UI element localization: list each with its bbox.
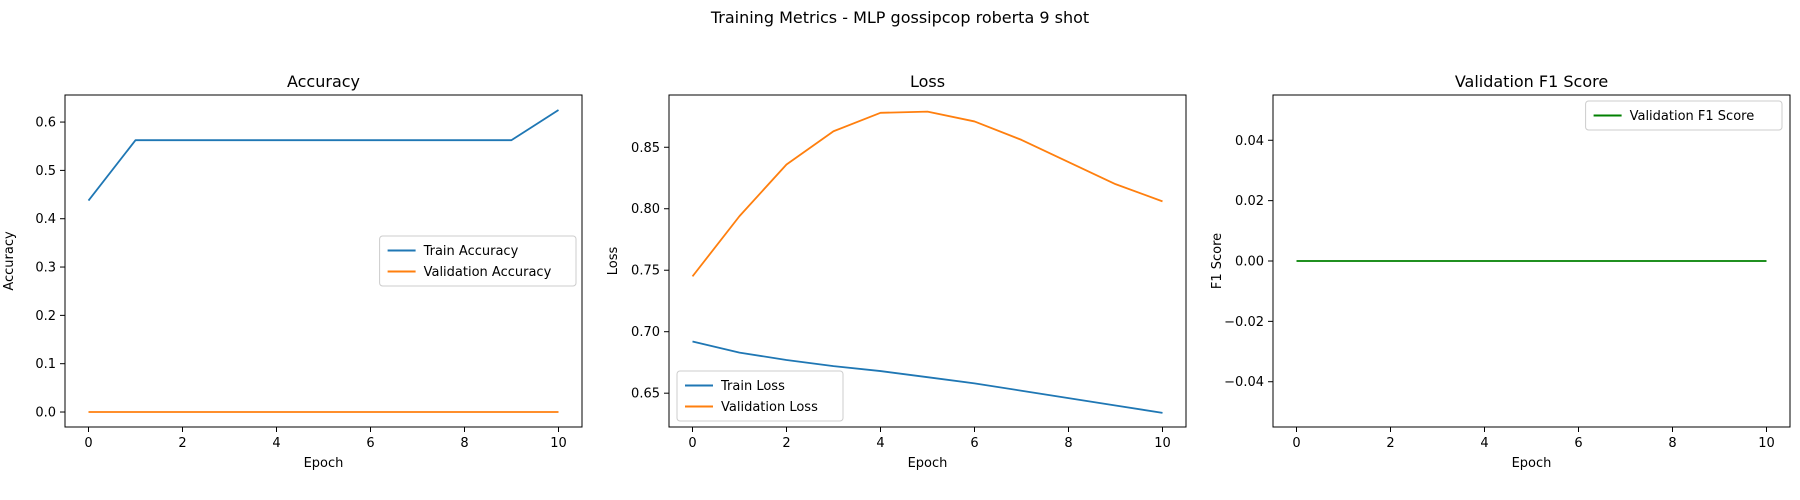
x-tick-label: 4 — [272, 436, 280, 451]
y-tick-label: 0.1 — [35, 357, 56, 372]
chart-title: Validation F1 Score — [1455, 72, 1608, 91]
legend-box — [379, 235, 577, 287]
x-axis-label: Epoch — [304, 456, 344, 471]
x-tick-label: 2 — [1386, 436, 1394, 451]
y-tick-label: 0.85 — [631, 141, 660, 156]
axes-frame — [668, 94, 1187, 428]
x-tick-label: 0 — [688, 436, 696, 451]
legend-label: Train Loss — [720, 379, 785, 394]
axes-frame — [64, 94, 583, 428]
y-axis-label: Accuracy — [2, 231, 17, 291]
x-tick-label: 8 — [460, 436, 468, 451]
legend-label: Validation F1 Score — [1630, 109, 1755, 124]
y-tick-label: 0.4 — [35, 212, 56, 227]
x-tick-label: 10 — [1758, 436, 1775, 451]
y-tick-label: −0.02 — [1224, 315, 1264, 330]
y-tick-label: 0.65 — [631, 387, 660, 402]
x-tick-label: 10 — [1154, 436, 1171, 451]
y-tick-label: 0.75 — [631, 264, 660, 279]
x-tick-label: 6 — [366, 436, 374, 451]
y-tick-label: 0.80 — [631, 202, 660, 217]
chart-title: Accuracy — [287, 72, 360, 91]
x-tick-label: 10 — [550, 436, 567, 451]
legend: Train Accuracy Validation Accuracy — [379, 235, 577, 287]
y-axis-label: Loss — [606, 247, 621, 276]
x-tick-label: 8 — [1668, 436, 1676, 451]
y-tick-label: 0.70 — [631, 325, 660, 340]
y-tick-label: 0.00 — [1235, 255, 1264, 270]
x-axis-label: Epoch — [1512, 456, 1552, 471]
legend-label: Train Accuracy — [423, 244, 519, 259]
chart-1: Loss 0 2 4 6 8 10 0.65 0.70 0.75 0.80 0.85 Epoch Loss… — [606, 72, 1187, 471]
legend: Validation F1 Score — [1585, 100, 1783, 131]
y-tick-label: 0.6 — [35, 116, 56, 131]
chart-title: Loss — [910, 72, 945, 91]
x-tick-label: 2 — [178, 436, 186, 451]
chart-0: Accuracy 0 2 4 6 8 10 0.0 0.1 0.2 0.3 0.4 0.5 0.6 Epoc… — [2, 72, 583, 471]
legend-box — [1585, 100, 1783, 131]
x-tick-label: 8 — [1064, 436, 1072, 451]
legend-label: Validation Accuracy — [424, 265, 552, 280]
x-tick-label: 0 — [84, 436, 92, 451]
series-line-train-loss — [692, 340, 1163, 414]
y-axis-label: F1 Score — [1210, 233, 1225, 289]
y-tick-label: 0.04 — [1235, 134, 1264, 149]
y-tick-label: 0.5 — [35, 164, 56, 179]
x-tick-label: 4 — [876, 436, 884, 451]
x-tick-label: 6 — [970, 436, 978, 451]
y-tick-label: −0.04 — [1224, 375, 1264, 390]
legend-label: Validation Loss — [721, 400, 818, 415]
legend: Train Loss Validation Loss — [676, 370, 844, 422]
axes-frame — [1272, 94, 1791, 428]
x-tick-label: 0 — [1292, 436, 1300, 451]
legend-box — [676, 370, 844, 422]
y-tick-label: 0.0 — [35, 406, 56, 421]
x-tick-label: 2 — [782, 436, 790, 451]
x-tick-label: 6 — [1574, 436, 1582, 451]
y-tick-label: 0.2 — [35, 309, 56, 324]
chart-2: Validation F1 Score 0 2 4 6 8 10 −0.04 −0.02 0.00… — [1210, 72, 1791, 471]
x-axis-label: Epoch — [908, 456, 948, 471]
series-line-validation-loss — [691, 110, 1163, 277]
y-tick-label: 0.3 — [35, 261, 56, 276]
figure-title: Training Metrics - MLP gossipcop roberta… — [710, 8, 1090, 27]
y-tick-label: 0.02 — [1235, 194, 1264, 209]
x-tick-label: 4 — [1480, 436, 1488, 451]
series-line-train-accuracy — [87, 109, 559, 202]
